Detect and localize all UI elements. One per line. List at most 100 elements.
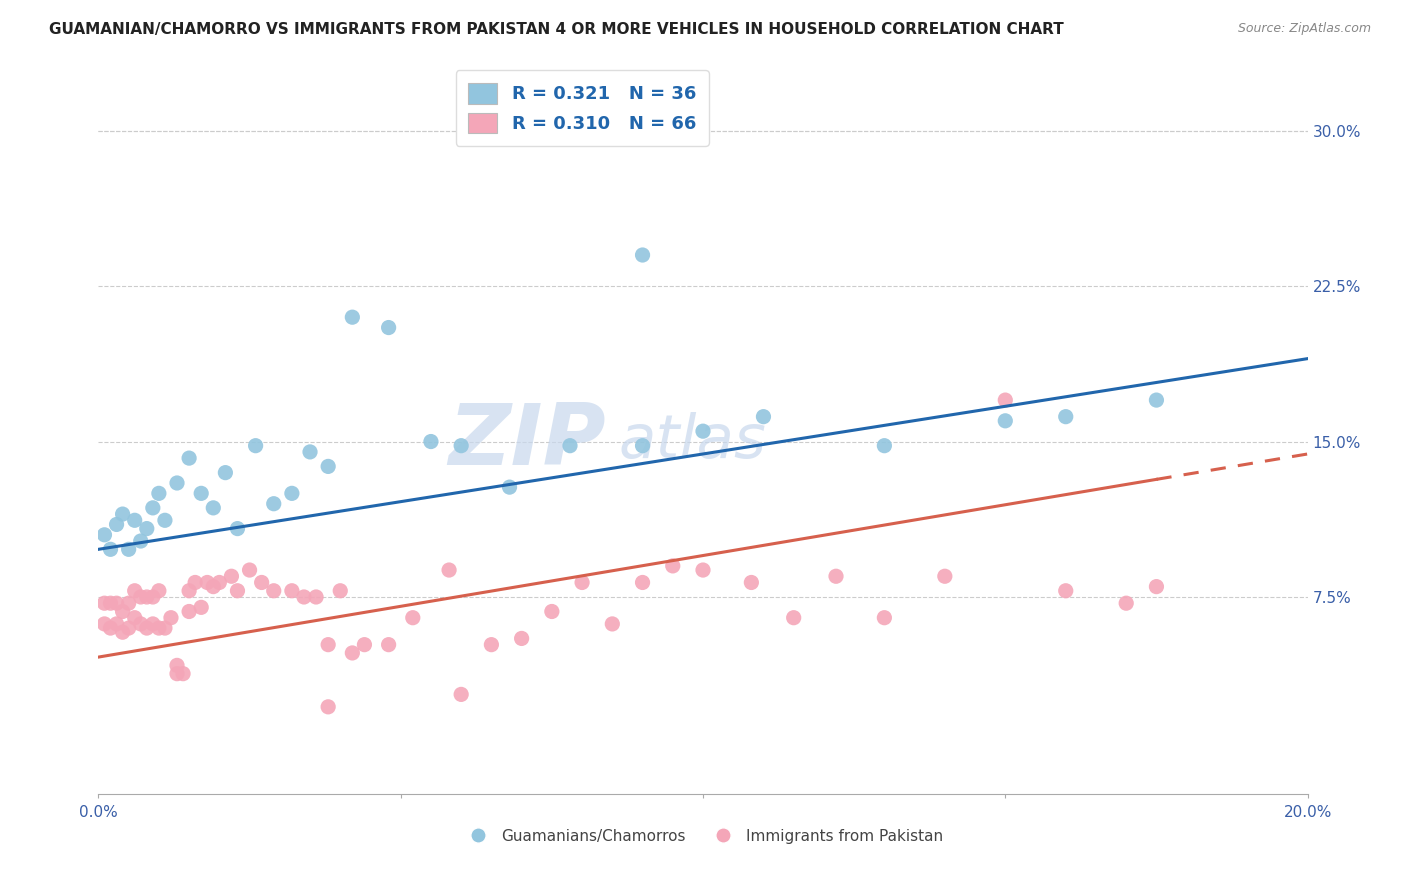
Point	[179, 583, 201, 598]
Point	[239, 563, 262, 577]
Point	[179, 451, 201, 466]
Point	[558, 439, 581, 453]
Point	[299, 445, 322, 459]
Point	[135, 621, 157, 635]
Point	[166, 475, 188, 490]
Point	[281, 583, 304, 598]
Point	[377, 638, 399, 652]
Point	[111, 625, 134, 640]
Point	[118, 596, 141, 610]
Point	[437, 563, 460, 577]
Point	[305, 590, 328, 604]
Point	[148, 583, 170, 598]
Point	[208, 575, 231, 590]
Point	[329, 583, 352, 598]
Point	[105, 616, 128, 631]
Point	[316, 459, 339, 474]
Point	[661, 558, 683, 573]
Point	[292, 590, 315, 604]
Point	[342, 646, 364, 660]
Point	[631, 248, 654, 262]
Point	[111, 605, 134, 619]
Point	[118, 542, 141, 557]
Point	[825, 569, 848, 583]
Point	[602, 616, 624, 631]
Point	[129, 590, 152, 604]
Point	[202, 500, 225, 515]
Point	[263, 497, 285, 511]
Point	[166, 666, 188, 681]
Point	[450, 439, 472, 453]
Point	[631, 439, 654, 453]
Point	[994, 393, 1017, 408]
Point	[752, 409, 775, 424]
Point	[93, 616, 115, 631]
Text: Source: ZipAtlas.com: Source: ZipAtlas.com	[1237, 22, 1371, 36]
Point	[100, 621, 122, 635]
Point	[934, 569, 956, 583]
Point	[190, 600, 212, 615]
Point	[692, 424, 714, 438]
Point	[160, 611, 183, 625]
Point	[93, 528, 115, 542]
Point	[1144, 393, 1167, 408]
Point	[129, 616, 152, 631]
Point	[316, 638, 339, 652]
Point	[129, 534, 152, 549]
Point	[100, 542, 122, 557]
Point	[342, 310, 364, 325]
Point	[153, 621, 176, 635]
Point	[179, 605, 201, 619]
Point	[740, 575, 762, 590]
Point	[510, 632, 533, 646]
Text: GUAMANIAN/CHAMORRO VS IMMIGRANTS FROM PAKISTAN 4 OR MORE VEHICLES IN HOUSEHOLD C: GUAMANIAN/CHAMORRO VS IMMIGRANTS FROM PA…	[49, 22, 1064, 37]
Text: ZIP: ZIP	[449, 400, 606, 483]
Point	[353, 638, 375, 652]
Point	[124, 583, 146, 598]
Point	[631, 575, 654, 590]
Point	[420, 434, 443, 449]
Point	[481, 638, 503, 652]
Point	[153, 513, 176, 527]
Point	[190, 486, 212, 500]
Point	[124, 611, 146, 625]
Point	[994, 414, 1017, 428]
Point	[166, 658, 188, 673]
Point	[105, 596, 128, 610]
Point	[105, 517, 128, 532]
Point	[250, 575, 273, 590]
Point	[316, 699, 339, 714]
Point	[402, 611, 425, 625]
Point	[195, 575, 218, 590]
Point	[142, 590, 165, 604]
Point	[450, 687, 472, 701]
Point	[692, 563, 714, 577]
Point	[377, 320, 399, 334]
Point	[226, 522, 249, 536]
Point	[202, 580, 225, 594]
Point	[1054, 409, 1077, 424]
Point	[135, 590, 157, 604]
Point	[1115, 596, 1137, 610]
Point	[148, 621, 170, 635]
Point	[118, 621, 141, 635]
Point	[783, 611, 806, 625]
Point	[1144, 580, 1167, 594]
Point	[1054, 583, 1077, 598]
Point	[226, 583, 249, 598]
Point	[263, 583, 285, 598]
Point	[184, 575, 207, 590]
Point	[571, 575, 593, 590]
Point	[148, 486, 170, 500]
Point	[498, 480, 520, 494]
Point	[172, 666, 194, 681]
Point	[221, 569, 243, 583]
Text: atlas: atlas	[619, 412, 766, 471]
Point	[135, 522, 157, 536]
Point	[540, 605, 562, 619]
Point	[111, 507, 134, 521]
Point	[873, 611, 896, 625]
Point	[245, 439, 267, 453]
Point	[214, 466, 236, 480]
Point	[124, 513, 146, 527]
